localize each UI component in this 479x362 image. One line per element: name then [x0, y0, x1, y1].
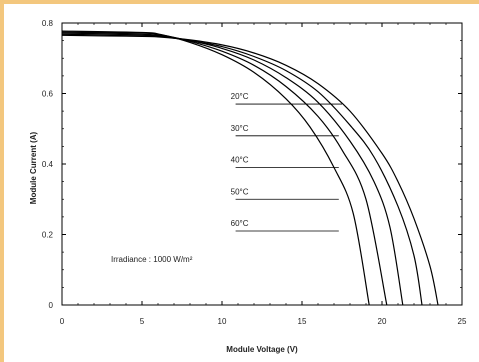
curve-20c: [61, 34, 439, 306]
frame-top-border: [0, 0, 479, 4]
x-tick-label: 15: [298, 317, 307, 326]
curve-40c: [61, 32, 404, 306]
curve-label: 50°C: [231, 187, 249, 196]
x-axis-title: Module Voltage (V): [226, 345, 298, 354]
curve-label: 40°C: [231, 156, 249, 165]
y-tick-label: 0: [49, 301, 54, 310]
curve-label: 60°C: [231, 219, 249, 228]
x-tick-label: 5: [140, 317, 145, 326]
chart-curves: [61, 30, 439, 306]
x-tick-label: 20: [378, 317, 387, 326]
x-tick-label: 10: [218, 317, 227, 326]
chart-axes: 0 5 10 15 20 25 0 0.2 0.4 0.6 0.8: [42, 19, 467, 326]
y-tick-label: 0.4: [42, 160, 54, 169]
curve-labels: 20°C 30°C 40°C 50°C 60°C: [231, 92, 342, 232]
y-axis-title: Module Current (A): [29, 131, 38, 204]
irradiance-annotation: Irradiance : 1000 W/m²: [111, 255, 193, 264]
y-tick-label: 0.6: [42, 90, 54, 99]
y-tick-label: 0.8: [42, 19, 54, 28]
y-tick-label: 0.2: [42, 231, 54, 240]
curve-label: 30°C: [231, 124, 249, 133]
curve-label: 20°C: [231, 92, 249, 101]
curve-50c: [61, 31, 388, 306]
x-tick-label: 0: [60, 317, 65, 326]
x-tick-label: 25: [458, 317, 467, 326]
curve-30c: [61, 33, 423, 306]
curve-60c: [61, 30, 370, 306]
frame-left-border: [0, 0, 4, 362]
